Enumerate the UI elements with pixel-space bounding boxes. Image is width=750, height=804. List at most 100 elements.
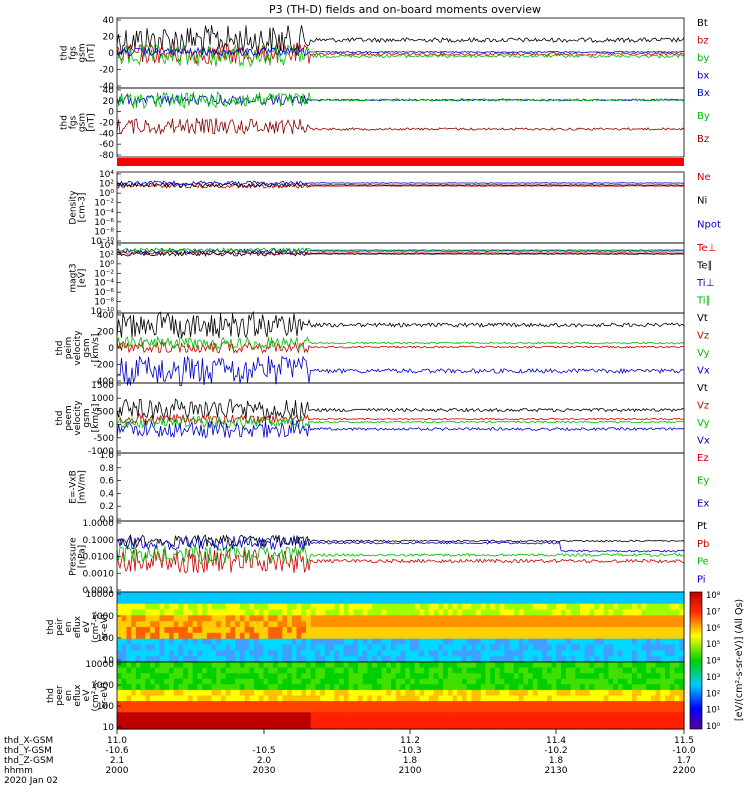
spectrogram-cell [117,627,123,634]
spectrogram-cell [447,723,454,730]
spectrogram-cell [291,701,298,708]
spectrogram-cell [187,656,194,663]
spectrogram-cell [216,621,222,628]
spectrogram-cell [589,627,595,634]
y-axis-label: thd [46,620,56,635]
spectrogram-cell [320,621,326,628]
spectrogram-cell [329,627,335,634]
spectrogram-cell [476,632,482,640]
spectrogram-cell [126,597,132,605]
spectrogram-cell [291,627,298,634]
spectrogram-cell [324,632,331,640]
spectrogram-cell [220,701,227,708]
spectrogram-cell [627,662,633,669]
spectrogram-cell [409,592,416,599]
spectrogram-cell [272,684,279,691]
spectrogram-cell [239,689,246,697]
y-tick-label: -500 [94,434,115,444]
spectrogram-cell [183,644,189,651]
spectrogram-cell [457,592,463,599]
spectrogram-cell [225,638,231,646]
spectrogram-cell [660,644,666,651]
spectrogram-cell [504,684,510,691]
spectrogram-cell [547,656,553,663]
y-tick-label: 0.0010 [83,569,115,579]
spectrogram-cell [589,689,595,697]
spectrogram-cell [570,597,576,605]
spectrogram-cell [665,592,671,599]
spectrogram-cell [495,673,501,680]
spectrogram-cell [490,678,496,685]
spectrogram-cell [395,638,402,646]
spectrogram-cell [135,667,142,674]
spectrogram-cell [362,673,368,680]
spectrogram-cell [225,603,231,611]
spectrogram-cell [320,656,326,663]
spectrogram-cell [580,701,586,708]
spectrogram-cell [348,650,354,657]
spectrogram-cell [669,638,676,646]
spectrogram-cell [424,650,430,657]
spectrogram-cell [235,656,241,663]
spectrogram-cell [206,689,213,697]
spectrogram-cell [239,723,246,730]
spectrogram-cell [551,723,557,730]
spectrogram-cell [636,621,643,628]
spectrogram-cell [617,695,624,702]
spectrogram-cell [641,678,647,685]
spectrogram-cell [504,615,510,622]
spectrogram-cell [509,684,515,691]
spectrogram-cell [613,656,619,663]
colorbar-tick: 10⁷ [706,607,721,617]
spectrogram-cell [447,650,454,657]
spectrogram-cell [561,701,567,708]
spectrogram-cell [509,689,515,697]
footer-row-label: hhmm [4,766,33,776]
spectrogram-cell [287,689,293,697]
spectrogram-cell [466,638,472,646]
spectrogram-cell [447,609,454,616]
spectrogram-cell [263,638,269,646]
spectrogram-cell [447,695,454,702]
spectrogram-cell [636,597,643,605]
spectrogram-cell [580,621,586,628]
spectrogram-cell [599,662,605,669]
spectrogram-cell [565,650,572,657]
spectrogram-cell [391,695,397,702]
series-Vy [116,335,685,350]
series-By [116,90,685,110]
spectrogram-cell [513,650,520,657]
spectrogram-cell [135,615,142,622]
spectrogram-cell [343,712,350,719]
spectrogram-cell [584,615,591,622]
spectrogram-cell [268,701,274,708]
spectrogram-cell [414,650,420,657]
spectrogram-cell [594,638,600,646]
spectrogram-cell [358,712,364,719]
spectrogram-cell [211,667,217,674]
series-Vz [116,340,685,354]
spectrogram-cell [679,673,685,680]
spectrogram-cell [135,603,142,611]
spectrogram-cell [386,673,392,680]
spectrogram-cell [244,684,250,691]
spectrogram-cell [154,597,161,605]
spectrogram-cell [117,597,123,605]
spectrogram-cell [202,673,208,680]
spectrogram-cell [509,701,515,708]
spectrogram-cell [655,597,661,605]
spectrogram-cell [547,638,553,646]
spectrogram-cell [301,609,307,616]
y-tick-label: 500 [97,407,114,417]
spectrogram-cell [532,689,539,697]
spectrogram-cell [159,644,165,651]
spectrogram-cell [570,701,576,708]
spectrogram-cell [230,597,236,605]
spectrogram-cell [627,706,633,713]
spectrogram-cell [594,597,600,605]
spectrogram-cell [556,644,562,651]
spectrogram-cell [272,667,279,674]
spectrogram-cell [509,632,515,640]
spectrogram-cell [537,689,543,697]
spectrogram-cell [556,712,562,719]
